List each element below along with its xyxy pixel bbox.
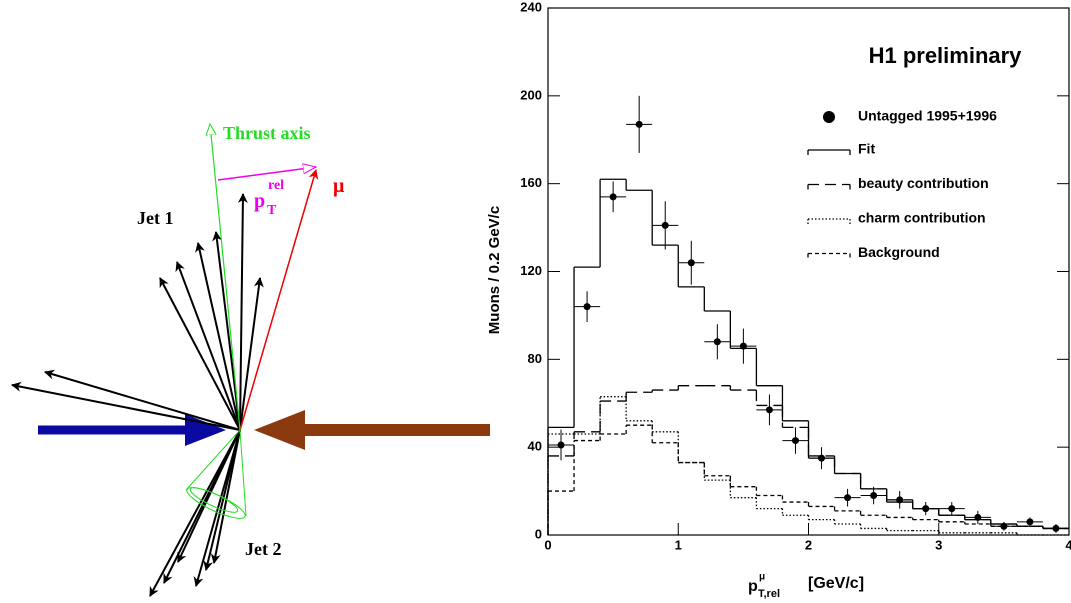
y-tick-label: 200 [520,87,542,102]
y-tick-label: 120 [520,263,542,278]
data-point [1026,518,1034,526]
histogram-chart: H1 preliminary Muons / 0.2 GeV/c p μ T,r… [486,0,1071,600]
data-point [635,120,643,128]
x-axis-label-sup: μ [759,572,765,583]
muon-track [239,169,319,431]
track [177,429,241,563]
y-tick-label: 80 [528,351,542,366]
x-axis-unit: [GeV/c] [808,575,864,592]
data-point [922,505,930,513]
track [203,429,241,571]
data-point [583,303,591,311]
track [149,429,241,597]
track [11,381,241,431]
thrust-axis [210,124,241,431]
y-tick-label: 160 [520,175,542,190]
track [159,277,241,431]
track [239,277,264,431]
data-point [687,259,695,267]
ptrel-sup: rel [268,178,284,193]
legend-label: charm contribution [858,210,986,226]
y-axis-label: Muons / 0.2 GeV/c [486,206,503,334]
track [175,261,241,431]
jet2-cone [185,429,247,519]
cone-edge [185,429,241,491]
data-point [739,342,747,350]
ptrel-label: p [254,190,265,212]
cone-ellipse [189,487,239,513]
ptrel-sub: T [267,203,277,218]
y-tick-label: 240 [520,0,542,14]
data-point [661,221,669,229]
data-point [713,338,721,346]
cone-edge [239,429,247,517]
data-point [557,441,565,449]
legend-label: Background [858,244,940,260]
data-point [818,454,826,462]
x-tick-label: 0 [544,537,551,552]
jet1-label: Jet 1 [137,208,173,228]
y-tick-label: 40 [528,439,542,454]
track [44,369,241,431]
x-tick-label: 3 [935,537,942,552]
x-axis-label: p [748,578,758,595]
tracks [11,193,264,597]
data-point [974,513,982,521]
ptrel-arrow [217,167,316,181]
data-point [870,491,878,499]
data-point [765,406,773,414]
data-point [1052,524,1060,532]
track [237,193,248,431]
legend-marker [823,111,835,123]
data-point [1000,522,1008,530]
x-tick-label: 1 [675,537,682,552]
legend-label: Fit [858,141,875,157]
y-tick-label: 0 [535,526,542,541]
beam-proton-head [254,410,305,450]
track [212,231,241,431]
x-tick-label: 2 [805,537,812,552]
legend-label: beauty contribution [858,175,989,191]
muon-label: μ [333,175,345,197]
data-point [609,193,617,201]
track [210,429,241,564]
data-point [844,494,852,502]
jet2-label: Jet 2 [245,539,281,559]
x-axis-label-sub: T,rel [758,588,780,600]
data-point [896,496,904,504]
thrust-label: Thrust axis [223,123,311,143]
x-tick-label: 4 [1065,537,1071,552]
data-point [791,437,799,445]
data-point [948,505,956,513]
chart-title: H1 preliminary [869,43,1023,68]
event-diagram: Thrust axis p T rel μ Jet 1 Jet 2 [11,123,490,597]
legend-label: Untagged 1995+1996 [858,108,997,124]
track [195,242,241,431]
